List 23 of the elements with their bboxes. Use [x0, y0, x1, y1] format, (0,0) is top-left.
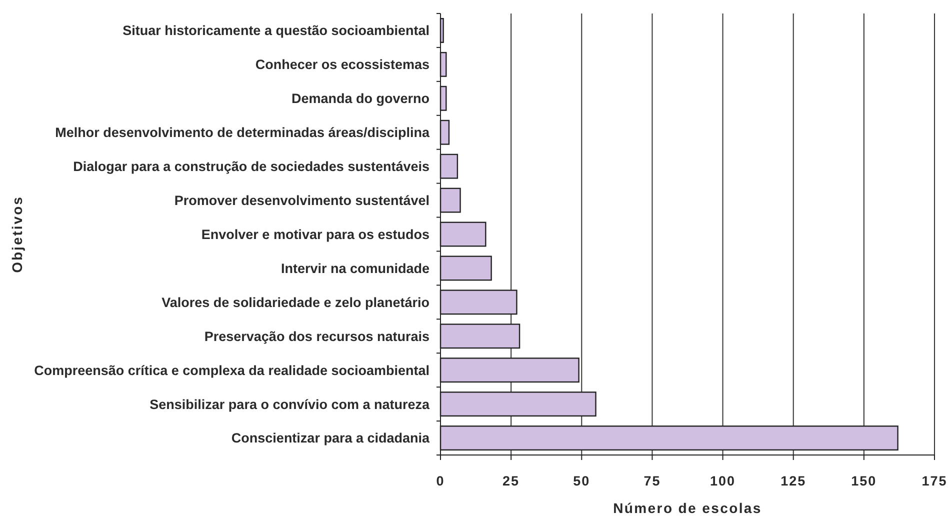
- y-tick-label: Conscientizar para a cidadania: [231, 430, 430, 446]
- y-tick-label: Envolver e motivar para os estudos: [201, 226, 430, 242]
- y-tick-label: Situar historicamente a questão socioambiental: [122, 23, 430, 38]
- y-tick-label: Compreensão crítica e complexa da realidade socioambiental: [34, 362, 430, 378]
- x-tick-label: 50: [573, 474, 590, 489]
- x-tick-label: 150: [851, 474, 877, 489]
- y-tick-label: Preservação dos recursos naturais: [204, 328, 430, 344]
- x-axis-title: Número de escolas: [613, 500, 762, 516]
- x-tick-label: 75: [644, 474, 661, 489]
- y-axis-title: Objetivos: [8, 196, 25, 273]
- x-tick-label: 0: [436, 474, 445, 489]
- y-tick-label: Intervir na comunidade: [280, 260, 430, 276]
- x-tick-label: 175: [922, 474, 948, 489]
- y-tick-label: Melhor desenvolvimento de determinadas áreas/disciplina: [55, 125, 430, 140]
- x-tick-label: 25: [502, 474, 520, 489]
- y-tick-label: Sensibilizar para o convívio com a natureza: [150, 396, 430, 412]
- x-tick-label: 100: [710, 474, 736, 489]
- y-tick-label: Dialogar para a construção de sociedades sustentáveis: [73, 159, 430, 174]
- y-tick-label: Valores de solidariedade e zelo planetário: [162, 294, 430, 310]
- y-tick-label: Promover desenvolvimento sustentável: [174, 193, 430, 208]
- y-tick-label: Conhecer os ecossistemas: [255, 57, 430, 72]
- y-tick-label: Demanda do governo: [291, 91, 430, 106]
- x-tick-label: 125: [780, 474, 806, 489]
